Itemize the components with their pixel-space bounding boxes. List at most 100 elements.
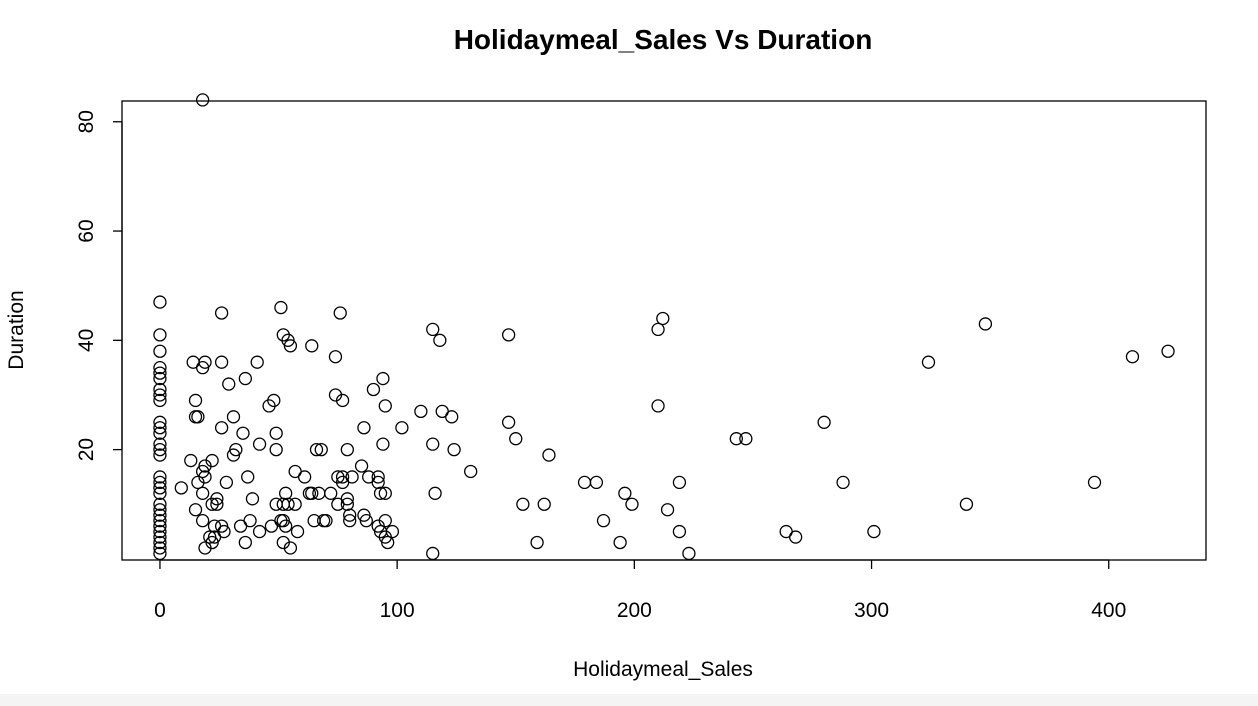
scatter-point — [426, 322, 440, 337]
scatter-point — [596, 514, 611, 528]
scatter-point — [395, 421, 409, 435]
scatter-point — [501, 328, 516, 342]
scatter-point — [267, 393, 281, 408]
scatter-point — [305, 339, 319, 353]
scatter-point — [214, 355, 229, 369]
scatter-point — [445, 410, 459, 424]
scatter-point — [279, 519, 293, 533]
scatter-point — [153, 541, 167, 555]
scatter-point — [414, 404, 428, 419]
scatter-point — [464, 464, 478, 479]
scatter-point — [788, 530, 803, 544]
scatter-point — [309, 442, 324, 457]
scatter-point — [312, 486, 326, 500]
scatter-point — [153, 497, 167, 511]
scatter-point — [577, 475, 592, 490]
scatter-point — [682, 546, 696, 561]
scatter-point — [188, 393, 203, 408]
scatter-point — [288, 497, 302, 511]
scatter-point — [174, 481, 188, 495]
scatter-point — [184, 453, 198, 468]
scatter-point — [153, 371, 167, 386]
scatter-point — [501, 415, 516, 429]
scatter-point — [281, 497, 295, 511]
y-tick-label: 80 — [75, 110, 98, 133]
scatter-point — [959, 497, 974, 511]
scatter-point — [226, 410, 241, 424]
scatter-point — [153, 470, 167, 484]
scatter-point — [381, 535, 395, 550]
scatter-point — [153, 388, 167, 402]
scatter-point — [613, 535, 627, 550]
scatter-point — [191, 410, 205, 424]
scatter-point — [283, 339, 298, 353]
scatter-point — [978, 317, 993, 331]
scatter-point — [509, 432, 523, 446]
scatter-point — [153, 535, 167, 550]
scatter-point — [153, 524, 167, 539]
scatter-point — [153, 448, 167, 462]
scatter-point — [867, 524, 881, 539]
scatter-point — [269, 442, 283, 457]
scatter-point — [385, 524, 400, 539]
scatter-point — [335, 470, 350, 484]
chart-title: Holidaymeal_Sales Vs Duration — [454, 24, 873, 55]
scatter-point — [345, 470, 359, 484]
scatter-point — [371, 470, 385, 484]
y-axis-label: Duration — [5, 290, 28, 369]
scatter-point — [229, 442, 243, 457]
scatter-point — [153, 508, 167, 522]
scatter-point — [245, 492, 260, 506]
scatter-point — [343, 514, 357, 528]
scatter-point — [307, 514, 321, 528]
scatter-point — [198, 355, 212, 369]
scatter-point — [729, 432, 743, 446]
scatter-point — [283, 541, 298, 555]
scatter-point — [153, 486, 167, 500]
y-axis: 20 40 60 80 — [75, 110, 123, 461]
scatter-point — [366, 382, 381, 397]
x-axis: 0 100 200 300 400 — [154, 559, 1126, 622]
scatter-point — [340, 442, 354, 457]
scatter-point — [153, 361, 167, 375]
scatter-point — [1161, 344, 1175, 358]
scatter-point — [238, 371, 252, 386]
scatter-point — [205, 453, 219, 468]
scatter-point — [214, 421, 229, 435]
scatter-point — [153, 415, 167, 429]
scatter-point — [290, 524, 305, 539]
scatter-point — [269, 426, 283, 440]
scatter-point — [269, 497, 283, 511]
y-tick-label: 20 — [75, 438, 98, 461]
scatter-point — [217, 524, 231, 539]
data-points — [153, 93, 1175, 561]
scatter-point — [195, 514, 210, 528]
scatter-point — [153, 382, 167, 397]
scatter-point — [433, 333, 447, 347]
scatter-point — [241, 470, 255, 484]
scatter-point — [238, 535, 252, 550]
scatter-point — [1125, 350, 1140, 364]
scatter-point — [188, 503, 203, 517]
scatter-point — [542, 448, 556, 462]
scatter-point — [279, 486, 293, 500]
scatter-point — [530, 535, 544, 550]
scatter-point — [210, 497, 224, 511]
scatter-point — [324, 486, 338, 500]
scatter-point — [153, 344, 167, 358]
scatter-point — [516, 497, 530, 511]
scatter-point — [243, 514, 257, 528]
scatter-point — [537, 497, 551, 511]
scatter-point — [656, 311, 670, 326]
y-tick-label: 60 — [75, 219, 98, 242]
scatter-point — [153, 393, 167, 408]
x-tick-label: 0 — [154, 599, 166, 622]
scatter-point — [222, 377, 236, 391]
scatter-point — [672, 524, 687, 539]
scatter-point — [210, 492, 224, 506]
scatter-point — [359, 514, 373, 528]
scatter-point — [153, 481, 167, 495]
scatter-point — [739, 432, 753, 446]
scatter-point — [153, 437, 167, 451]
scatter-point — [378, 399, 392, 413]
